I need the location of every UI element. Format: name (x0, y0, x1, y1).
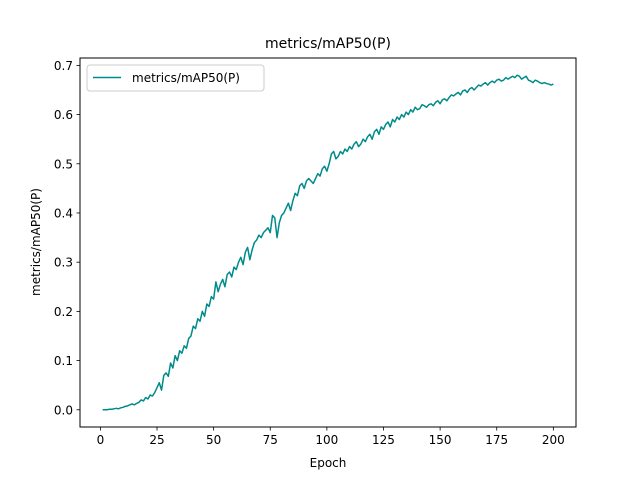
series-line-0 (102, 74, 554, 411)
y-tick-label: 0.4 (54, 206, 73, 220)
x-tick-label: 75 (263, 433, 278, 447)
y-tick-label: 0.7 (54, 59, 73, 73)
x-tick-label: 200 (542, 433, 565, 447)
plot-area (102, 74, 554, 411)
x-tick-label: 100 (315, 433, 338, 447)
legend-label: metrics/mAP50(P) (132, 71, 240, 85)
y-tick-label: 0.0 (54, 403, 73, 417)
y-axis: 0.0 0.1 0.2 0.3 0.4 0.5 0.6 0.7 (54, 59, 80, 417)
x-tick-label: 25 (149, 433, 164, 447)
y-axis-label: metrics/mAP50(P) (29, 188, 43, 296)
y-tick-label: 0.5 (54, 157, 73, 171)
x-tick-label: 50 (206, 433, 221, 447)
legend: metrics/mAP50(P) (86, 64, 265, 92)
x-axis-label: Epoch (310, 456, 347, 470)
legend-box (86, 64, 265, 92)
y-tick-label: 0.1 (54, 354, 73, 368)
x-axis: 0 25 50 75 100 125 150 175 200 (97, 427, 565, 447)
y-tick-label: 0.2 (54, 305, 73, 319)
y-tick-label: 0.6 (54, 108, 73, 122)
x-tick-label: 150 (429, 433, 452, 447)
x-tick-label: 0 (97, 433, 105, 447)
x-tick-label: 125 (372, 433, 395, 447)
chart-title: metrics/mAP50(P) (265, 36, 391, 52)
y-tick-label: 0.3 (54, 256, 73, 270)
x-tick-label: 175 (485, 433, 508, 447)
axes-frame (79, 57, 577, 428)
